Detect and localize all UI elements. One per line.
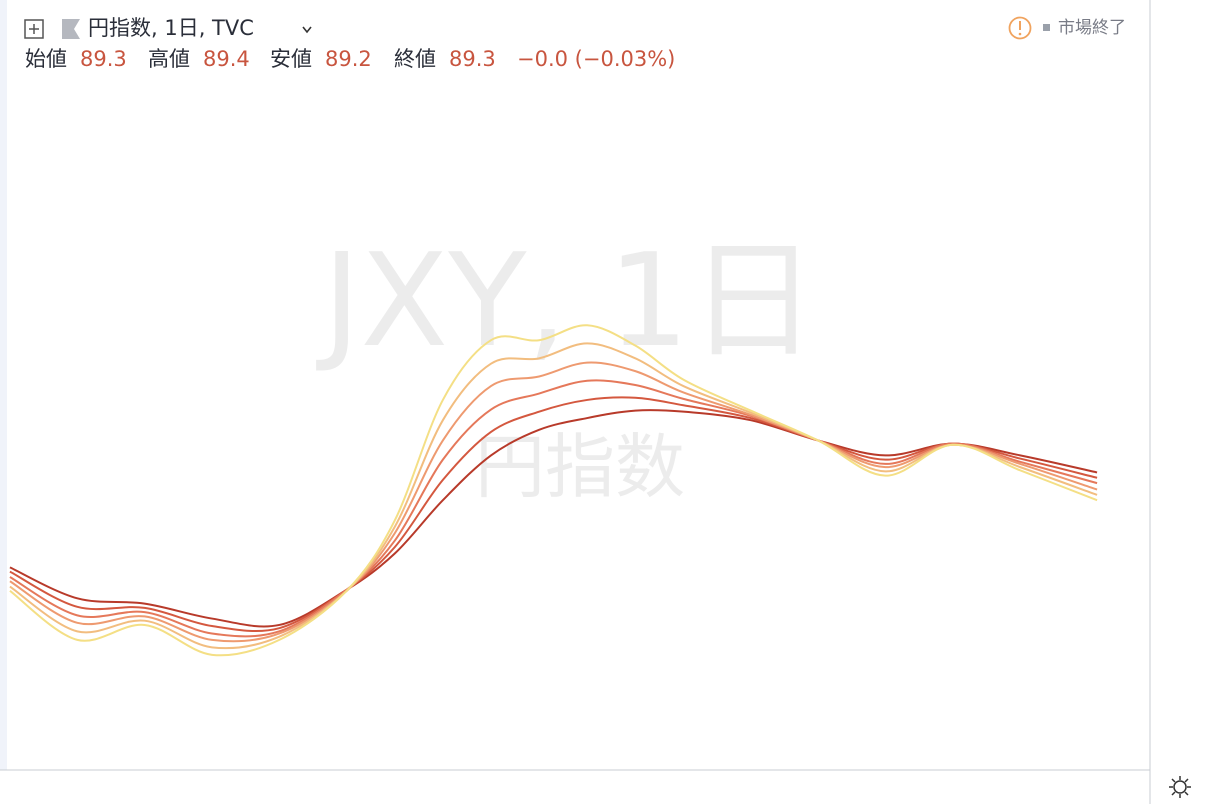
gear-teeth bbox=[1169, 776, 1191, 798]
moving-average bbox=[9, 324, 1098, 657]
high-value: 89.4 bbox=[203, 47, 250, 71]
moving-average bbox=[9, 409, 1098, 628]
low-value: 89.2 bbox=[325, 47, 372, 71]
change: −0.0 (−0.03%) bbox=[517, 47, 675, 71]
close-value: 89.3 bbox=[449, 47, 496, 71]
high-label: 高値 bbox=[148, 47, 190, 71]
close-label: 終値 bbox=[394, 47, 436, 71]
status-icon[interactable] bbox=[1008, 16, 1032, 40]
gear bbox=[1173, 780, 1187, 794]
status-square bbox=[1043, 24, 1050, 31]
watermark: JXY, 1日 bbox=[316, 227, 817, 376]
left-strip bbox=[0, 0, 7, 770]
market-status: 市場終了 bbox=[1058, 18, 1126, 38]
flag-icon bbox=[62, 19, 80, 39]
watermark-sub: 円指数 bbox=[475, 426, 685, 508]
moving-average bbox=[9, 379, 1098, 638]
open-label: 始値 bbox=[25, 47, 67, 71]
low-label: 安値 bbox=[270, 47, 312, 71]
header: 円指数, 1日, TVC 始値 89.3 高値 89.4 安値 89.2 終値 … bbox=[24, 16, 1126, 71]
open-value: 89.3 bbox=[80, 47, 127, 71]
settings-icon[interactable] bbox=[1169, 776, 1191, 798]
moving-average bbox=[9, 342, 1098, 650]
plot bbox=[9, 324, 1098, 657]
moving-average bbox=[9, 361, 1098, 643]
chevron[interactable] bbox=[302, 26, 312, 34]
symbol-title[interactable]: 円指数, 1日, TVC bbox=[88, 16, 254, 40]
add-icon[interactable] bbox=[24, 19, 44, 39]
moving-average bbox=[9, 396, 1098, 633]
status-icon-dot bbox=[1018, 32, 1022, 36]
